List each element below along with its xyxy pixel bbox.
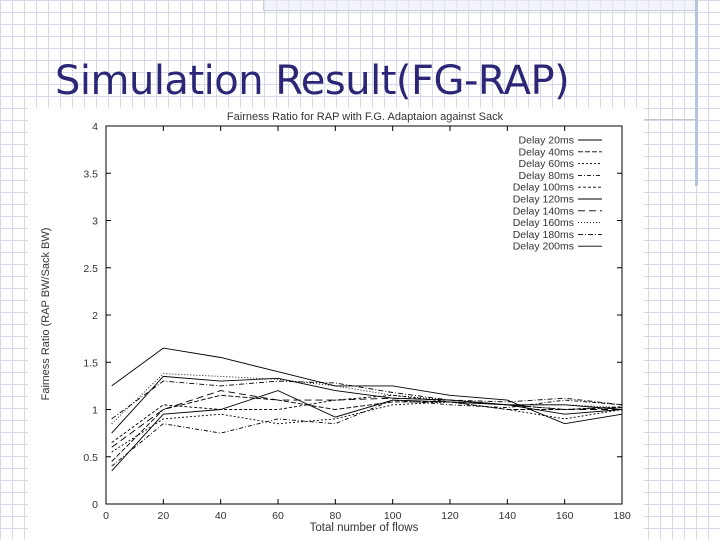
series-line-delay-160ms: [111, 373, 623, 425]
x-tick-label: 160: [556, 510, 574, 522]
series-line-delay-200ms: [111, 347, 623, 425]
x-tick-label: 100: [384, 510, 402, 522]
x-tick-label: 40: [215, 510, 227, 522]
x-tick-label: 20: [157, 510, 169, 522]
y-tick-label: 0: [92, 499, 98, 511]
x-tick-label: 80: [329, 510, 341, 522]
decorative-vertical-bar: [695, 0, 698, 186]
chart-title: Fairness Ratio for RAP with F.G. Adaptai…: [227, 111, 504, 123]
x-axis-label: Total number of flows: [310, 522, 419, 534]
legend-label: Delay 120ms: [513, 194, 574, 206]
series-line-delay-100ms: [111, 394, 623, 443]
series-line-delay-20ms: [111, 390, 623, 472]
slide-title: Simulation Result(FG-RAP): [55, 58, 570, 104]
legend-label: Delay 40ms: [519, 146, 574, 158]
y-axis-label: Fairness Ratio (RAP BW/Sack BW): [40, 228, 52, 401]
x-tick-label: 0: [103, 510, 109, 522]
legend-label: Delay 160ms: [513, 217, 574, 229]
y-tick-label: 0.5: [83, 452, 98, 464]
legend-label: Delay 20ms: [519, 135, 574, 147]
y-tick-label: 4: [92, 121, 98, 133]
legend-label: Delay 140ms: [513, 205, 574, 217]
series-line-delay-120ms: [111, 375, 623, 434]
series-lines: [111, 347, 623, 472]
y-tick-label: 2.5: [83, 263, 98, 275]
y-tick-label: 1: [92, 405, 98, 417]
y-tick-label: 3.5: [83, 168, 98, 180]
x-tick-label: 140: [499, 510, 517, 522]
series-line-delay-180ms: [111, 380, 623, 420]
x-tick-label: 120: [441, 510, 459, 522]
x-tick-label: 180: [613, 510, 631, 522]
series-line-delay-80ms: [111, 399, 623, 467]
legend-label: Delay 60ms: [519, 158, 574, 170]
series-line-delay-140ms: [111, 390, 622, 448]
legend-label: Delay 80ms: [519, 170, 574, 182]
axes: 0 20 40 60 80 100 120 140 160 180 0 0.5 1 1.5 2 2.5 3 3.5…: [83, 121, 631, 522]
y-tick-label: 3: [92, 216, 98, 228]
x-tick-label: 60: [272, 510, 284, 522]
decorative-header-box: [263, 0, 697, 11]
chart-panel: Fairness Ratio for RAP with F.G. Adaptai…: [28, 108, 644, 540]
y-tick-label: 1.5: [83, 357, 98, 369]
y-tick-label: 2: [92, 310, 98, 322]
fairness-ratio-line-chart: Fairness Ratio for RAP with F.G. Adaptai…: [40, 111, 631, 534]
legend-label: Delay 200ms: [513, 241, 574, 253]
legend-label: Delay 100ms: [513, 182, 574, 194]
legend-label: Delay 180ms: [513, 229, 574, 241]
